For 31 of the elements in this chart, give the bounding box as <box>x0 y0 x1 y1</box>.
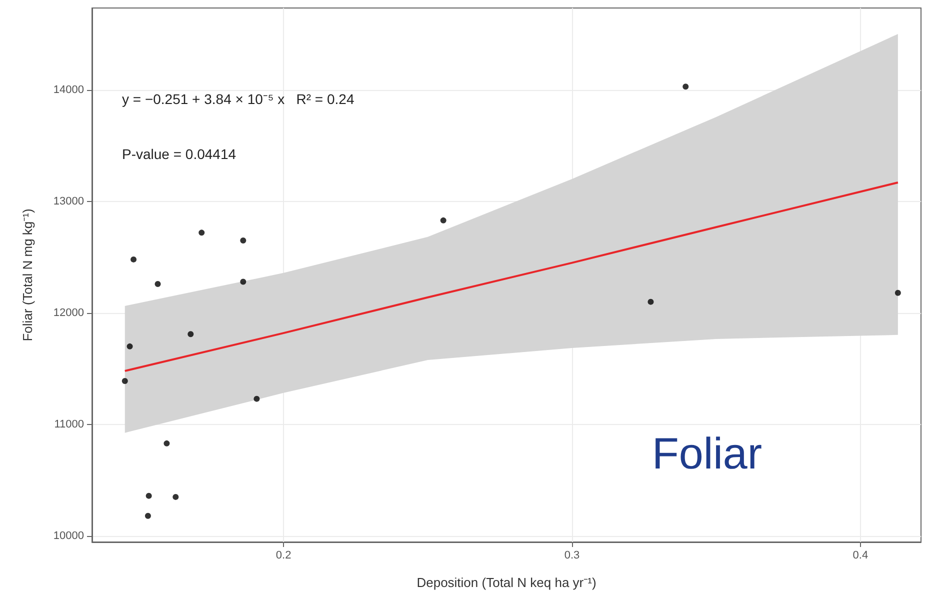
y-tick-label: 12000 <box>53 306 84 319</box>
point <box>440 217 446 224</box>
y-axis-title: Foliar (Total N mg kg⁻¹) <box>20 208 35 342</box>
y-tick-label: 13000 <box>53 195 84 208</box>
x-axis-title: Deposition (Total N keq ha yr⁻¹) <box>416 575 596 590</box>
point <box>648 298 654 305</box>
annotation: Foliar <box>652 430 762 478</box>
point <box>164 440 170 446</box>
point <box>240 237 246 244</box>
point <box>122 378 128 384</box>
y-tick-label: 11000 <box>54 418 84 430</box>
point <box>894 290 901 296</box>
point <box>146 492 152 499</box>
y-tick-label: 10000 <box>53 530 84 542</box>
point <box>682 84 689 90</box>
point <box>198 230 205 236</box>
annotation: y = −0.251 + 3.84 × 10⁻⁵ x R² = 0.24 <box>122 91 354 107</box>
point <box>126 343 133 350</box>
point <box>172 494 179 500</box>
annotation: P-value = 0.04414 <box>122 146 236 162</box>
x-tick-label: 0.4 <box>852 550 868 562</box>
point <box>188 331 194 338</box>
point <box>144 512 151 519</box>
y-tick-label: 14000 <box>53 84 84 96</box>
x-tick-label: 0.2 <box>276 550 292 562</box>
point <box>130 256 137 262</box>
point <box>154 280 161 287</box>
point <box>240 278 246 285</box>
x-tick-label: 0.3 <box>564 550 580 562</box>
point <box>254 396 260 402</box>
line-series <box>124 182 899 372</box>
